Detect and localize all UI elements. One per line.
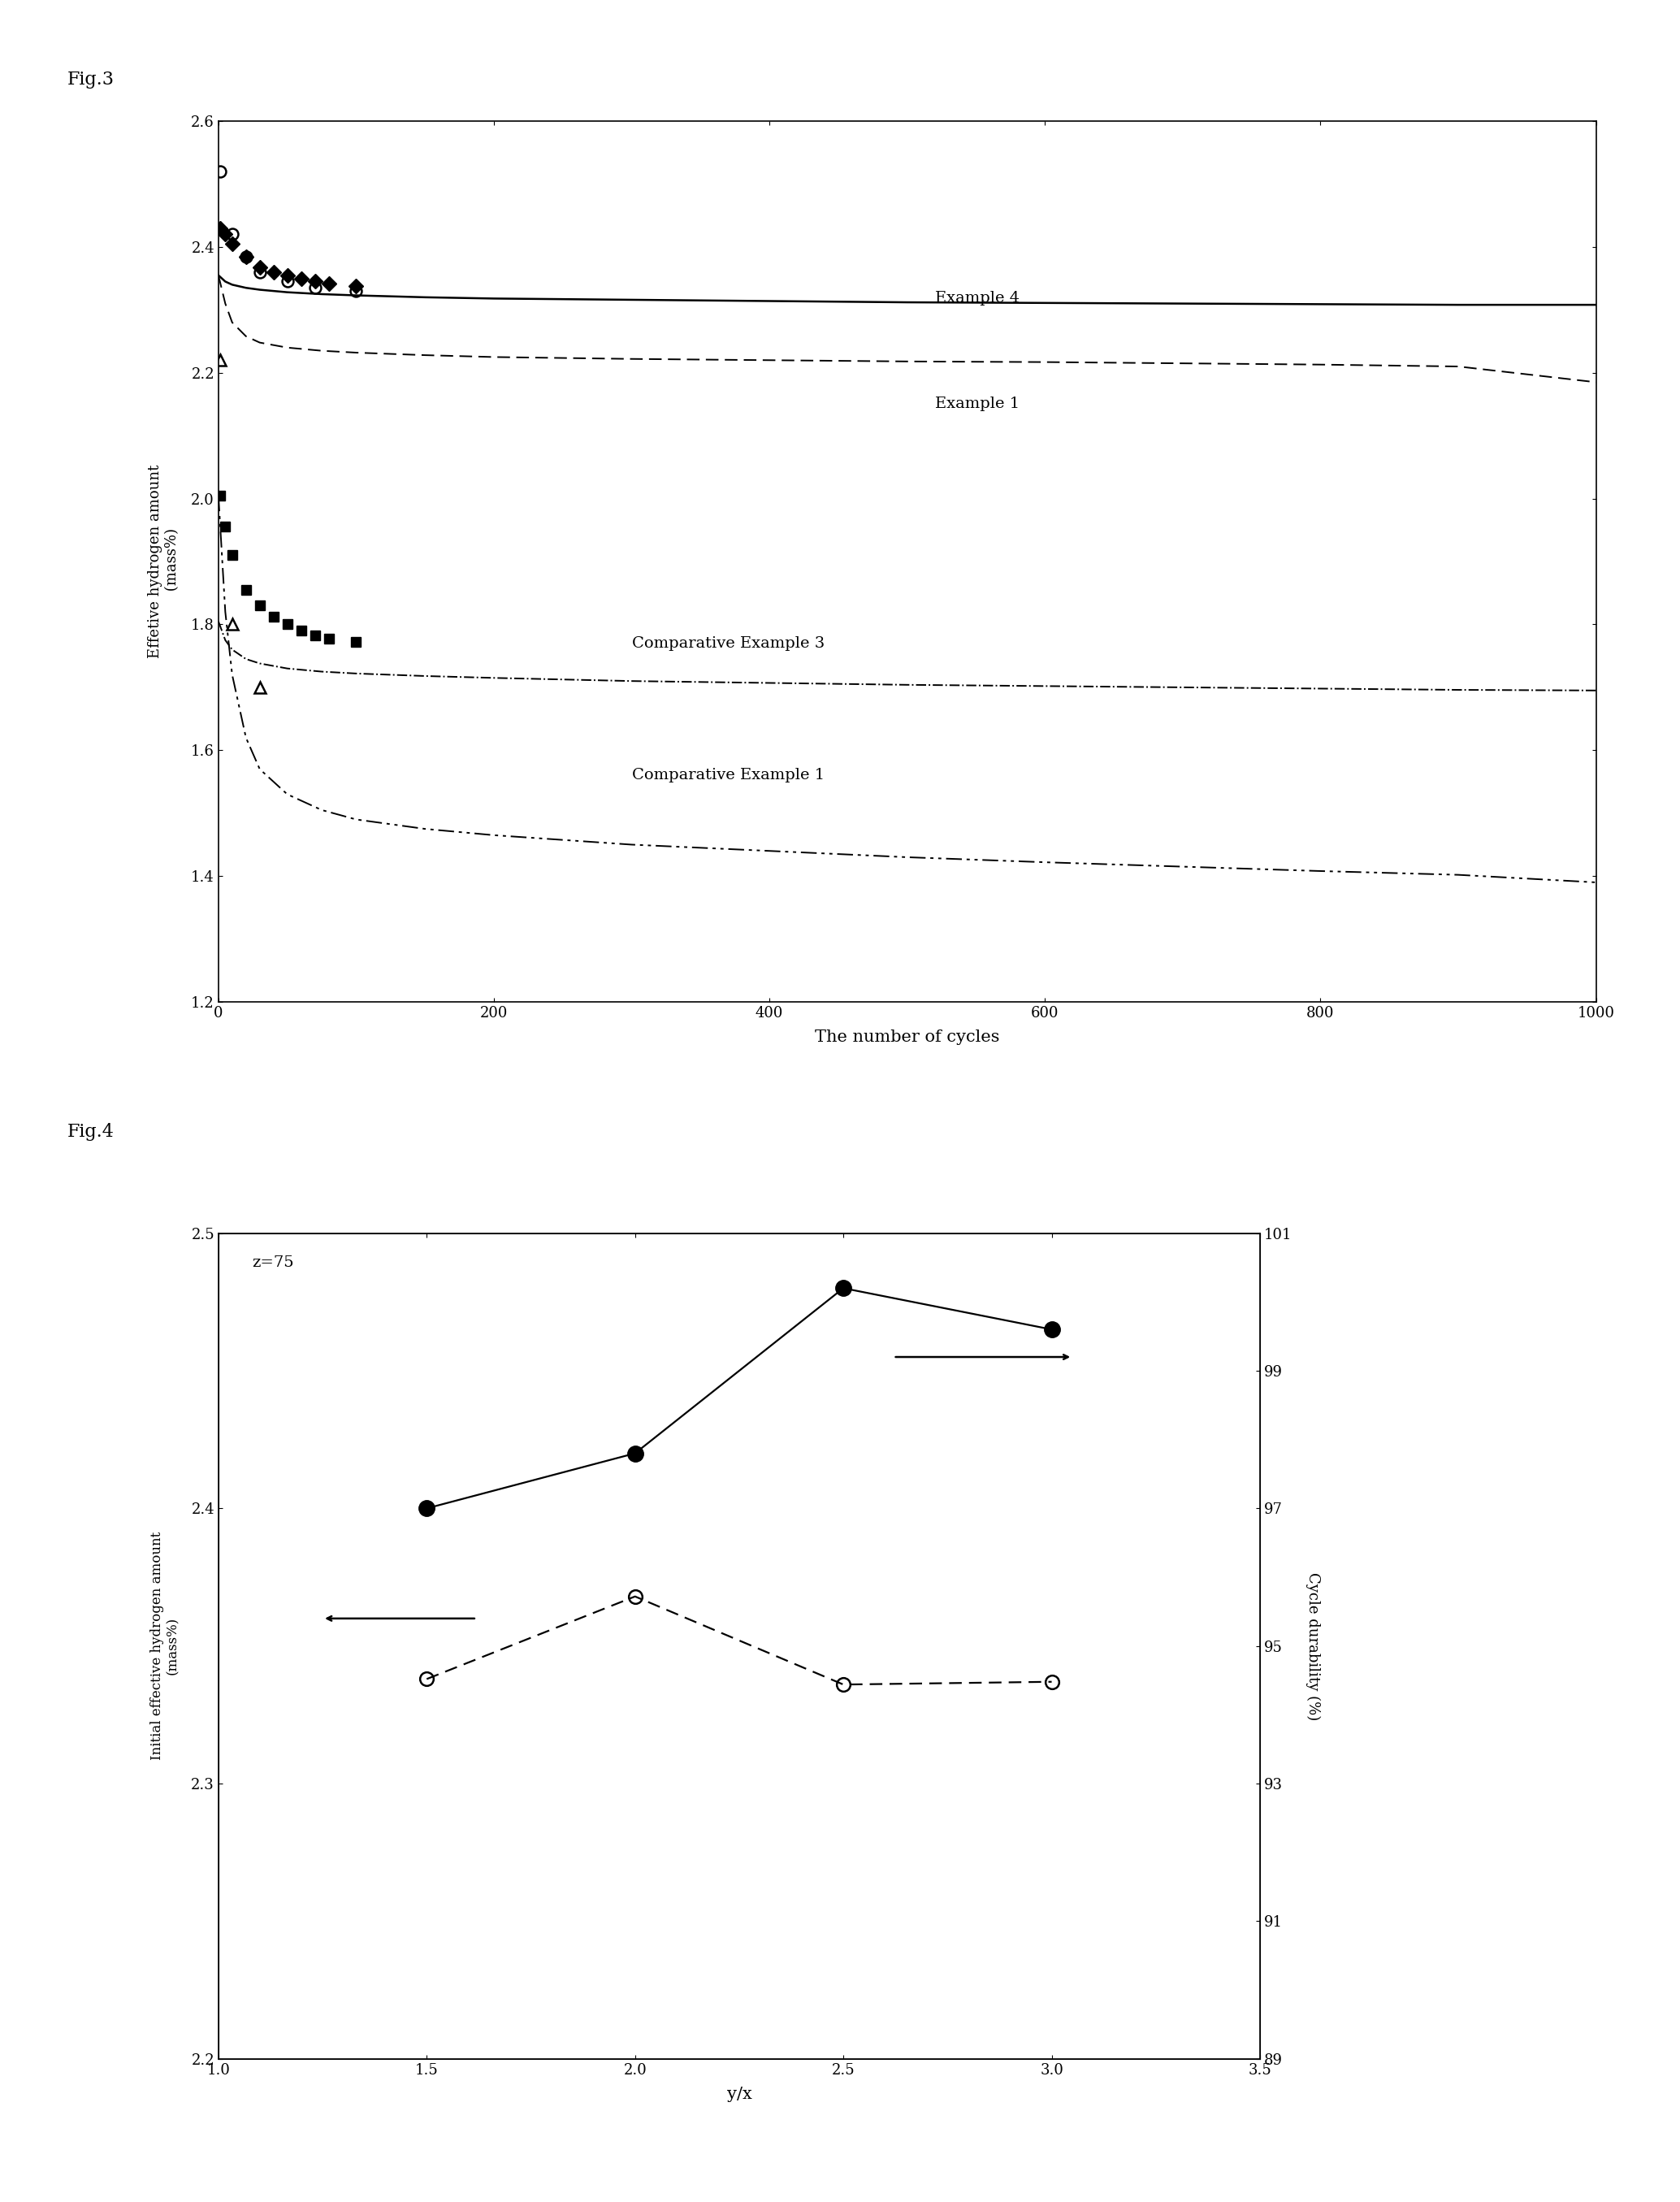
- Text: Example 1: Example 1: [934, 396, 1020, 412]
- Y-axis label: Initial effective hydrogen amount
(mass%): Initial effective hydrogen amount (mass%…: [150, 1533, 180, 1759]
- X-axis label: The number of cycles: The number of cycles: [815, 1031, 1000, 1046]
- Text: Fig.3: Fig.3: [67, 70, 114, 88]
- Y-axis label: Cycle durability (%): Cycle durability (%): [1305, 1572, 1320, 1720]
- Text: Example 4: Example 4: [934, 291, 1020, 306]
- Text: Comparative Example 1: Comparative Example 1: [632, 768, 825, 782]
- Text: Fig.4: Fig.4: [67, 1123, 114, 1141]
- Text: z=75: z=75: [252, 1255, 294, 1271]
- Text: Comparative Example 3: Comparative Example 3: [632, 636, 825, 650]
- Y-axis label: Effetive hydrogen amount
 (mass%): Effetive hydrogen amount (mass%): [148, 465, 180, 658]
- X-axis label: y/x: y/x: [727, 2087, 751, 2103]
